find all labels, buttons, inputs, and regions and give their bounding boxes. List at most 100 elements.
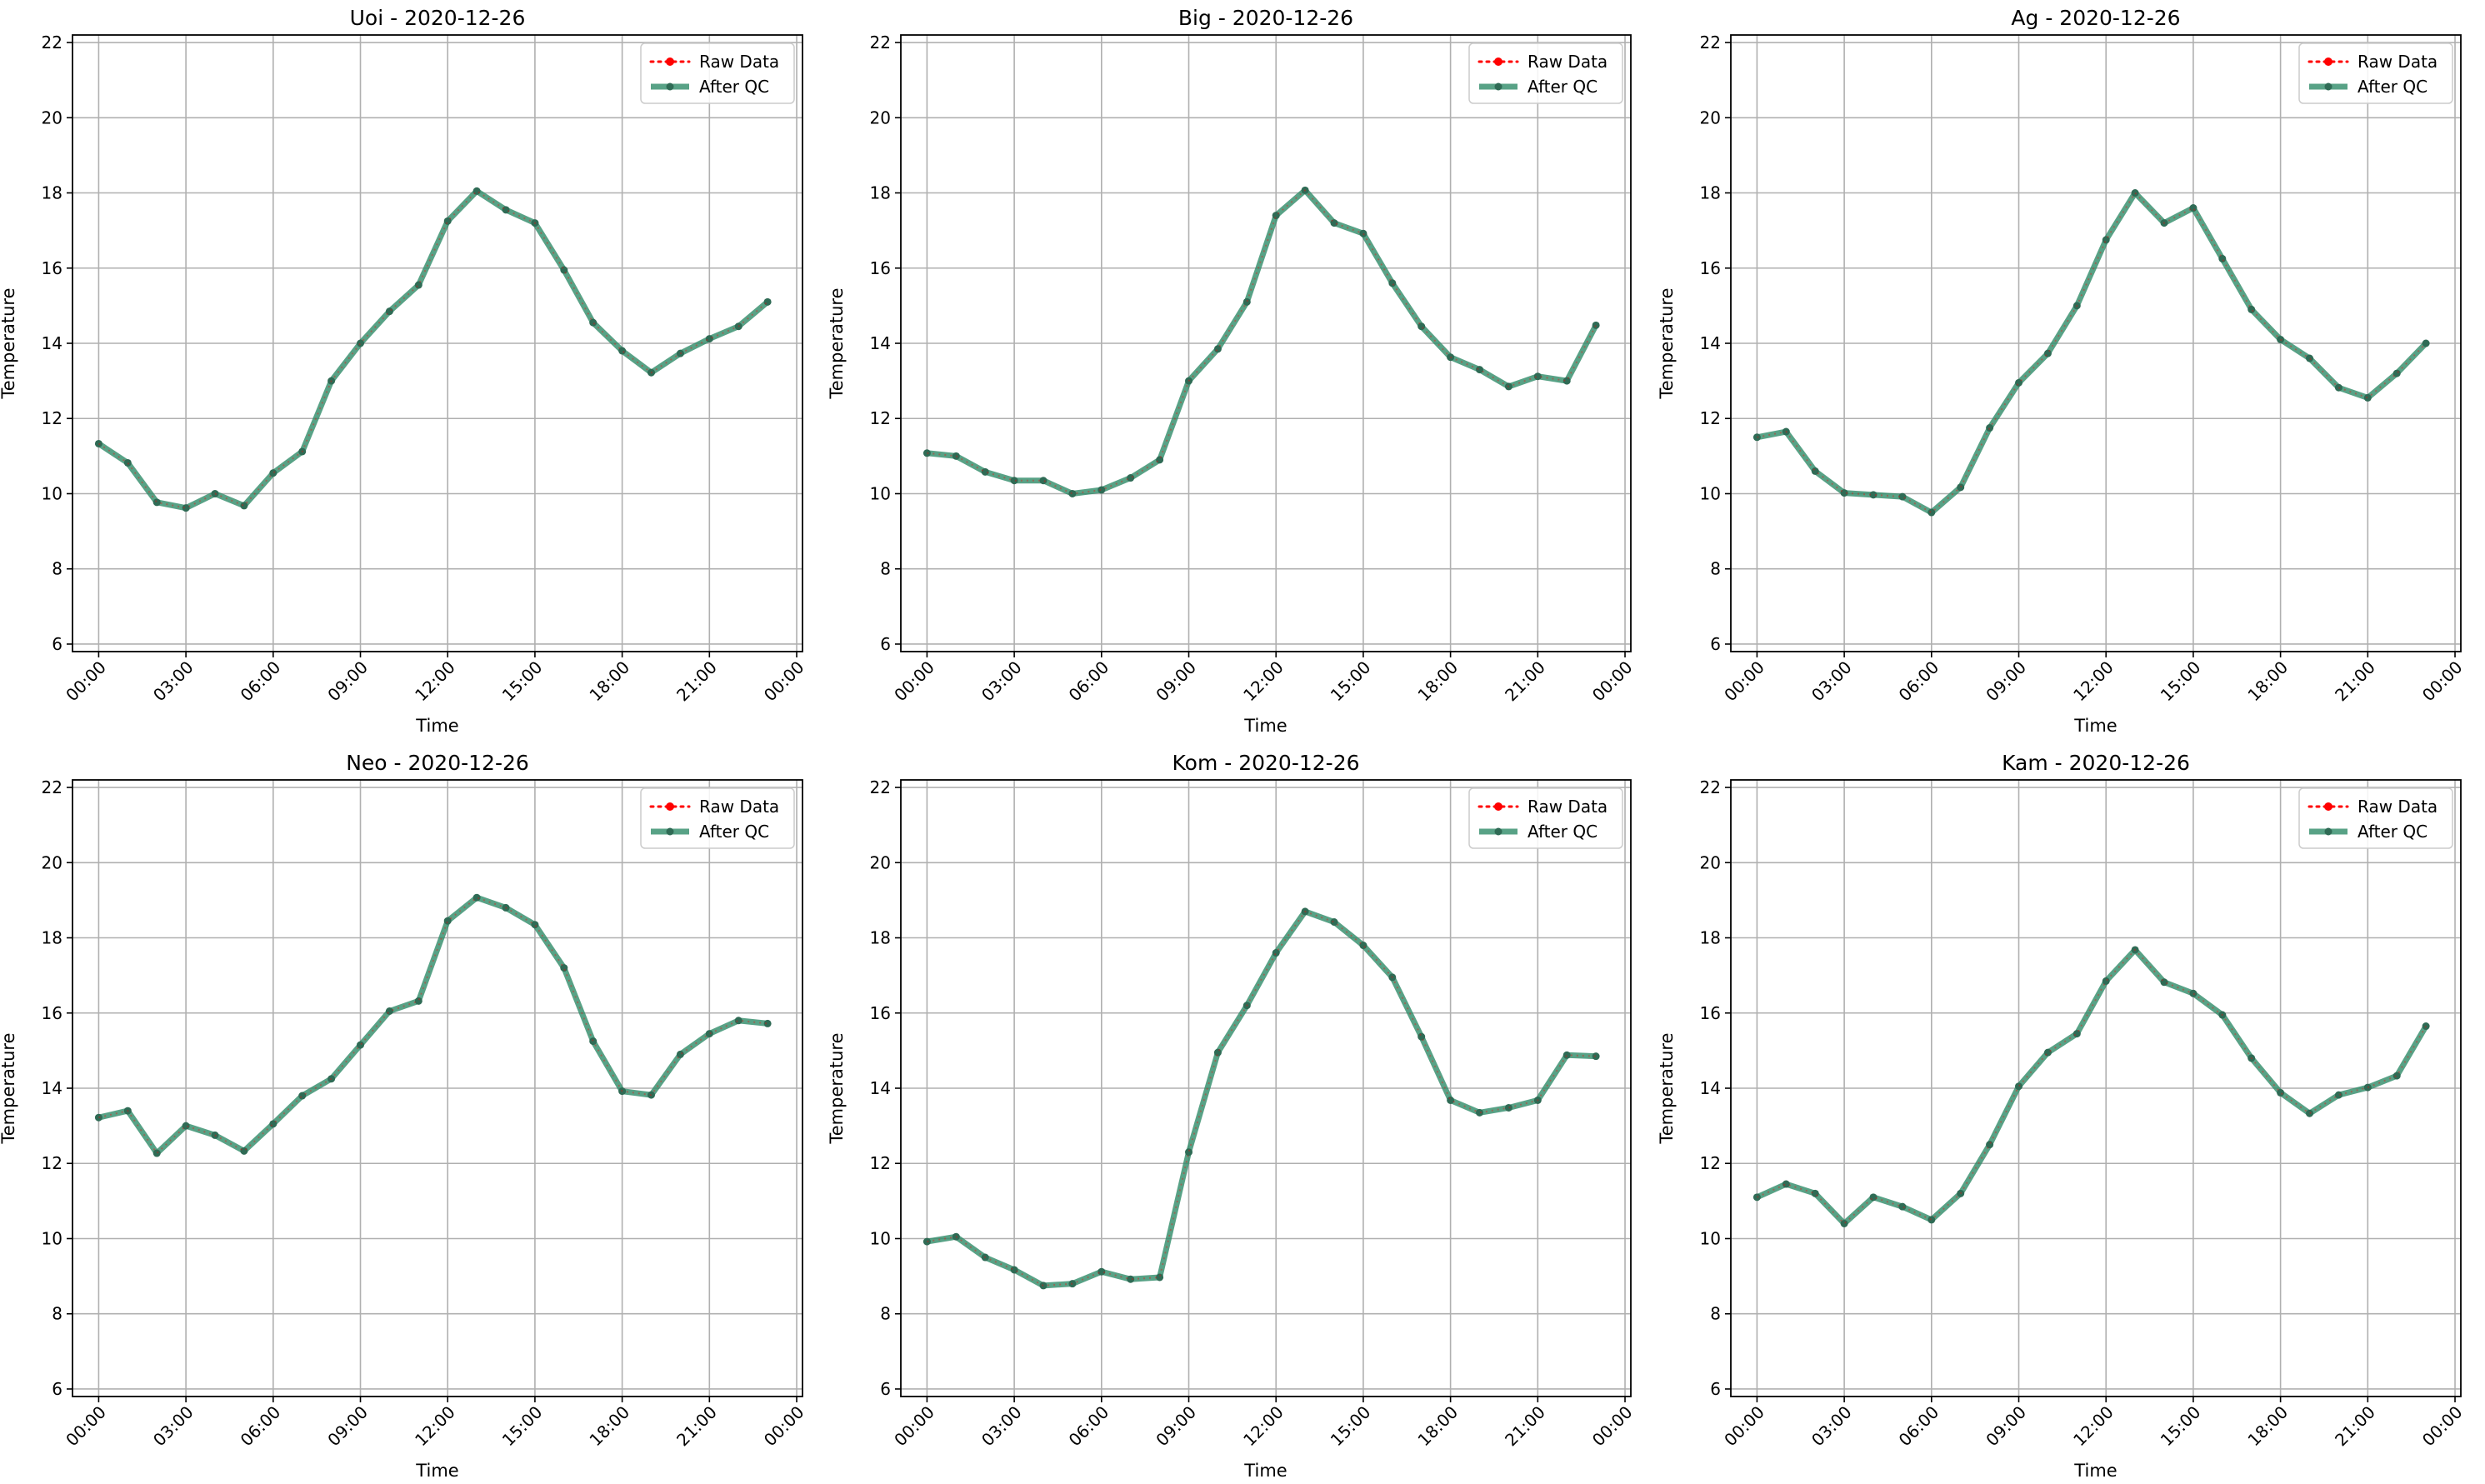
y-tick-label: 6 bbox=[880, 634, 891, 654]
point-after-qc bbox=[705, 335, 713, 343]
x-tick-label: 21:00 bbox=[2331, 657, 2379, 706]
y-axis-label: Temperature bbox=[0, 287, 18, 399]
point-after-qc bbox=[618, 347, 627, 355]
point-after-qc bbox=[1898, 1202, 1907, 1211]
y-axis-label: Temperature bbox=[827, 287, 847, 399]
legend-qc-label: After QC bbox=[1528, 822, 1598, 842]
y-tick-label: 18 bbox=[1700, 928, 1721, 948]
point-after-qc bbox=[298, 1092, 307, 1100]
point-after-qc bbox=[152, 498, 161, 507]
y-tick-label: 16 bbox=[1700, 258, 1721, 278]
point-after-qc bbox=[1592, 1052, 1600, 1061]
series-line-raw-data bbox=[927, 910, 1597, 1287]
point-after-qc bbox=[443, 917, 452, 925]
axes-frame bbox=[72, 34, 803, 652]
point-after-qc bbox=[182, 1122, 190, 1130]
x-tick-label: 12:00 bbox=[2069, 657, 2118, 706]
point-after-qc bbox=[1039, 1282, 1048, 1290]
point-after-qc bbox=[1562, 377, 1571, 385]
legend-raw-label: Raw Data bbox=[699, 52, 779, 72]
y-tick-label: 6 bbox=[880, 1379, 891, 1399]
point-after-qc bbox=[1185, 377, 1193, 385]
point-after-qc bbox=[2306, 354, 2314, 362]
point-after-qc bbox=[1928, 508, 1936, 517]
x-tick-label: 18:00 bbox=[1413, 657, 1462, 706]
point-after-qc bbox=[952, 452, 960, 460]
y-tick-label: 18 bbox=[42, 928, 62, 948]
y-tick-label: 12 bbox=[1700, 1153, 1721, 1173]
point-after-qc bbox=[763, 1019, 772, 1027]
legend-raw-label: Raw Data bbox=[699, 797, 779, 817]
axes-frame bbox=[1730, 34, 2462, 652]
legend: Raw Data After QC bbox=[2298, 787, 2453, 849]
y-tick-label: 22 bbox=[42, 777, 62, 797]
x-axis-label: Time bbox=[2073, 716, 2117, 736]
point-after-qc bbox=[2248, 305, 2256, 313]
y-tick-label: 20 bbox=[1700, 852, 1721, 872]
point-after-qc bbox=[123, 458, 132, 467]
y-tick-label: 20 bbox=[42, 107, 62, 127]
y-tick-label: 12 bbox=[42, 408, 62, 428]
point-after-qc bbox=[269, 1120, 278, 1128]
x-tick-label: 03:00 bbox=[149, 657, 198, 706]
x-tick-label: 00:00 bbox=[62, 1402, 110, 1451]
point-after-qc bbox=[981, 467, 989, 476]
y-tick-label: 22 bbox=[1700, 777, 1721, 797]
point-after-qc bbox=[94, 1113, 102, 1122]
legend-raw-marker bbox=[666, 802, 674, 811]
legend-qc-marker bbox=[1494, 82, 1502, 91]
series-line-after-qc bbox=[923, 908, 1599, 1289]
point-after-qc bbox=[2131, 946, 2139, 954]
point-after-qc bbox=[1752, 433, 1761, 442]
point-after-qc bbox=[531, 219, 539, 227]
x-tick-label: 03:00 bbox=[978, 1402, 1026, 1451]
point-after-qc bbox=[734, 322, 742, 331]
x-tick-label: 09:00 bbox=[1152, 1402, 1200, 1451]
point-after-qc bbox=[472, 187, 481, 195]
point-after-qc bbox=[734, 1017, 742, 1025]
y-tick-label: 12 bbox=[870, 1153, 891, 1173]
point-after-qc bbox=[94, 439, 102, 447]
legend-raw-marker bbox=[666, 57, 674, 66]
point-after-qc bbox=[2102, 236, 2110, 244]
point-after-qc bbox=[1957, 483, 1965, 492]
x-tick-label: 18:00 bbox=[585, 1402, 633, 1451]
point-after-qc bbox=[2248, 1054, 2256, 1062]
y-tick-label: 6 bbox=[52, 634, 62, 654]
point-after-qc bbox=[2334, 1091, 2342, 1099]
point-after-qc bbox=[414, 281, 422, 289]
point-after-qc bbox=[589, 1037, 598, 1046]
x-tick-label: 09:00 bbox=[323, 1402, 372, 1451]
panel-6: 6 8 10 12 14 16 18 20 22 00:00 03:00 06:00 09:00 12:0… bbox=[1657, 751, 2467, 1481]
y-tick-label: 8 bbox=[880, 1304, 891, 1324]
point-after-qc bbox=[1010, 1266, 1018, 1274]
point-after-qc bbox=[2131, 189, 2139, 197]
x-tick-label: 12:00 bbox=[411, 657, 459, 706]
legend-raw-label: Raw Data bbox=[2358, 797, 2438, 817]
series-line-raw-data bbox=[1756, 948, 2427, 1225]
legend-qc-label: After QC bbox=[699, 822, 769, 842]
point-after-qc bbox=[2392, 369, 2401, 377]
point-after-qc bbox=[1359, 942, 1368, 950]
y-tick-label: 18 bbox=[42, 183, 62, 203]
x-tick-label: 12:00 bbox=[2069, 1402, 2118, 1451]
point-after-qc bbox=[472, 893, 481, 902]
point-after-qc bbox=[1242, 1002, 1251, 1010]
x-tick-label: 00:00 bbox=[1720, 1402, 1768, 1451]
point-after-qc bbox=[1359, 229, 1368, 237]
point-after-qc bbox=[2422, 339, 2430, 347]
point-after-qc bbox=[1098, 1267, 1106, 1276]
point-after-qc bbox=[2043, 349, 2052, 357]
point-after-qc bbox=[2334, 383, 2342, 392]
y-tick-label: 6 bbox=[52, 1379, 62, 1399]
y-tick-label: 10 bbox=[1700, 1228, 1721, 1248]
y-tick-label: 20 bbox=[870, 107, 891, 127]
x-tick-label: 03:00 bbox=[149, 1402, 198, 1451]
series-line-after-qc bbox=[1753, 947, 2429, 1227]
y-tick-label: 6 bbox=[1710, 634, 1721, 654]
y-tick-label: 6 bbox=[1710, 1379, 1721, 1399]
point-after-qc bbox=[1986, 1141, 1994, 1149]
point-after-qc bbox=[2015, 378, 2023, 387]
point-after-qc bbox=[952, 1232, 960, 1241]
point-after-qc bbox=[269, 469, 278, 477]
